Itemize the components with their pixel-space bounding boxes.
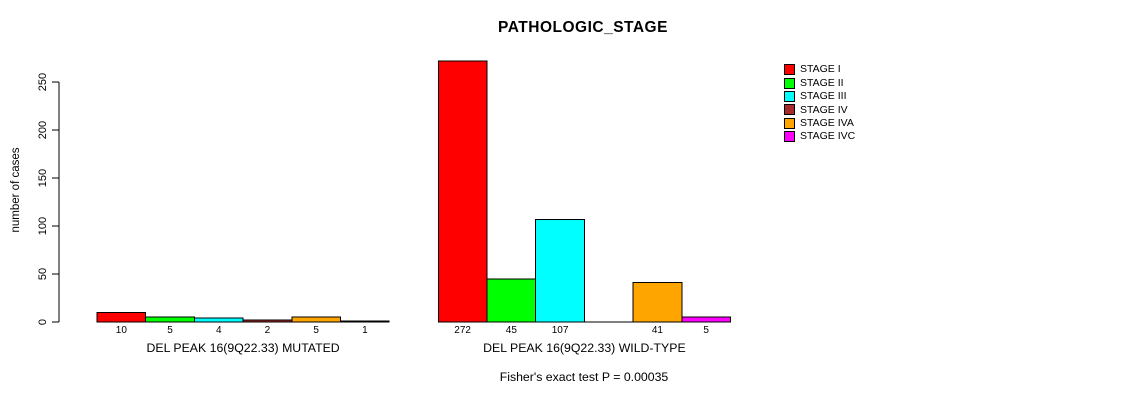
legend-item-label: STAGE III [800,90,847,103]
legend-item-label: STAGE II [800,76,844,89]
legend-item-stage-i: STAGE I [784,63,855,76]
legend-item-stage-iva: STAGE IVA [784,117,855,130]
legend-item-label: STAGE IV [800,103,848,116]
bar-value-label: 272 [454,325,471,336]
bar-value-label: 10 [116,325,128,336]
legend-color-swatch [784,77,795,89]
x-axis-category-label: DEL PEAK 16(9Q22.33) WILD-TYPE [483,341,686,355]
x-axis-category-label: DEL PEAK 16(9Q22.33) MUTATED [147,341,340,355]
chart-title: PATHOLOGIC_STAGE [498,19,668,36]
bar-stage-ivc-group2 [681,316,731,323]
bar-value-label: 41 [652,325,664,336]
bar-value-label: 2 [265,325,271,336]
bar-value-label: 107 [552,325,569,336]
y-axis-tick-label: 100 [37,217,49,235]
legend-color-swatch [784,117,795,129]
bar-stage-iva-group2 [632,282,683,323]
legend-color-swatch [784,104,795,116]
y-axis-tick-label: 0 [37,319,49,325]
bar-value-label: 5 [167,325,173,336]
legend-item-stage-iii: STAGE III [784,90,855,103]
bar-value-label: 5 [703,325,709,336]
y-axis-tick-label: 50 [37,268,49,280]
bar-stage-i-group1 [96,311,147,323]
legend-item-label: STAGE IVC [800,130,856,143]
y-axis-tick-label: 250 [37,73,49,91]
legend-item-label: STAGE IVA [800,117,854,129]
bar-stage-ivc-group1 [340,320,390,323]
legend-color-swatch [784,64,795,76]
legend-item-label: STAGE I [800,63,841,76]
bar-stage-iv-group1 [242,319,293,323]
legend-color-swatch [784,131,795,143]
bar-stage-ii-group2 [486,278,537,323]
bar-stage-ii-group1 [145,316,195,323]
bar-value-label: 1 [362,325,368,336]
bar-value-label: 5 [313,325,319,336]
bar-stage-iii-group2 [535,218,585,323]
bar-value-label: 4 [216,325,222,336]
bar-stage-iva-group1 [291,316,341,323]
fisher-test-annotation: Fisher's exact test P = 0.00035 [499,370,669,384]
bar-stage-iii-group1 [193,317,244,323]
legend-item-stage-iv: STAGE IV [784,103,855,116]
y-axis-tick-label: 150 [37,169,49,187]
bar-stage-i-group2 [437,60,488,323]
legend: STAGE I STAGE II STAGE III STAGE IV STAGE IV… [784,63,855,143]
legend-item-stage-ivc: STAGE IVC [784,130,855,143]
legend-item-stage-ii: STAGE II [784,76,855,89]
legend-color-swatch [784,90,795,102]
y-axis-tick-label: 200 [37,121,49,139]
bar-value-label: 45 [506,325,518,336]
